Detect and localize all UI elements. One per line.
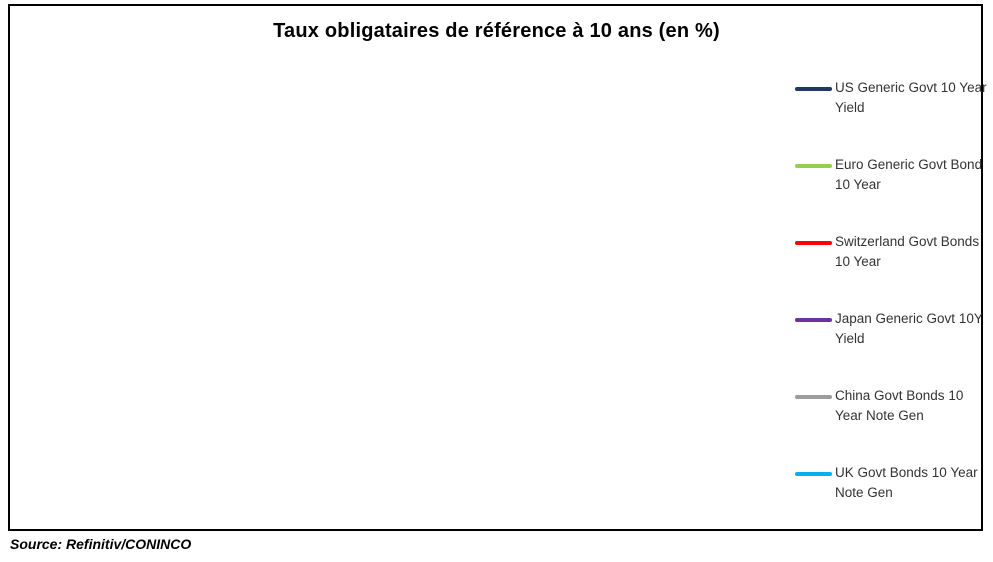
legend-line-euro-swatch bbox=[795, 164, 832, 168]
legend-line-us-swatch bbox=[795, 87, 832, 91]
legend-label-china: China Govt Bonds 10 Year Note Gen bbox=[835, 388, 964, 423]
legend-label-euro: Euro Generic Govt Bond 10 Year bbox=[835, 157, 983, 192]
chart-frame-border bbox=[8, 4, 983, 531]
legend-line-china-swatch bbox=[795, 395, 832, 399]
legend-label-uk: UK Govt Bonds 10 Year Note Gen bbox=[835, 465, 978, 500]
legend-item-uk: UK Govt Bonds 10 Year Note Gen bbox=[795, 463, 987, 502]
legend-item-china: China Govt Bonds 10 Year Note Gen bbox=[795, 386, 987, 425]
legend-line-uk-swatch bbox=[795, 472, 832, 476]
legend-item-us: US Generic Govt 10 Year Yield bbox=[795, 78, 987, 117]
source-text: Source: Refinitiv/CONINCO bbox=[10, 536, 192, 552]
chart-title: Taux obligataires de référence à 10 ans … bbox=[273, 20, 720, 42]
legend-line-japan-swatch bbox=[795, 318, 832, 322]
legend-label-switzerland: Switzerland Govt Bonds 10 Year bbox=[835, 234, 980, 269]
legend-line-switzerland-swatch bbox=[795, 241, 832, 245]
legend-label-japan: Japan Generic Govt 10Y Yield bbox=[835, 311, 983, 346]
legend-item-switzerland: Switzerland Govt Bonds 10 Year bbox=[795, 232, 987, 271]
legend-item-japan: Japan Generic Govt 10Y Yield bbox=[795, 309, 987, 348]
legend-item-euro: Euro Generic Govt Bond 10 Year bbox=[795, 155, 987, 194]
legend-label-us: US Generic Govt 10 Year Yield bbox=[835, 80, 987, 115]
